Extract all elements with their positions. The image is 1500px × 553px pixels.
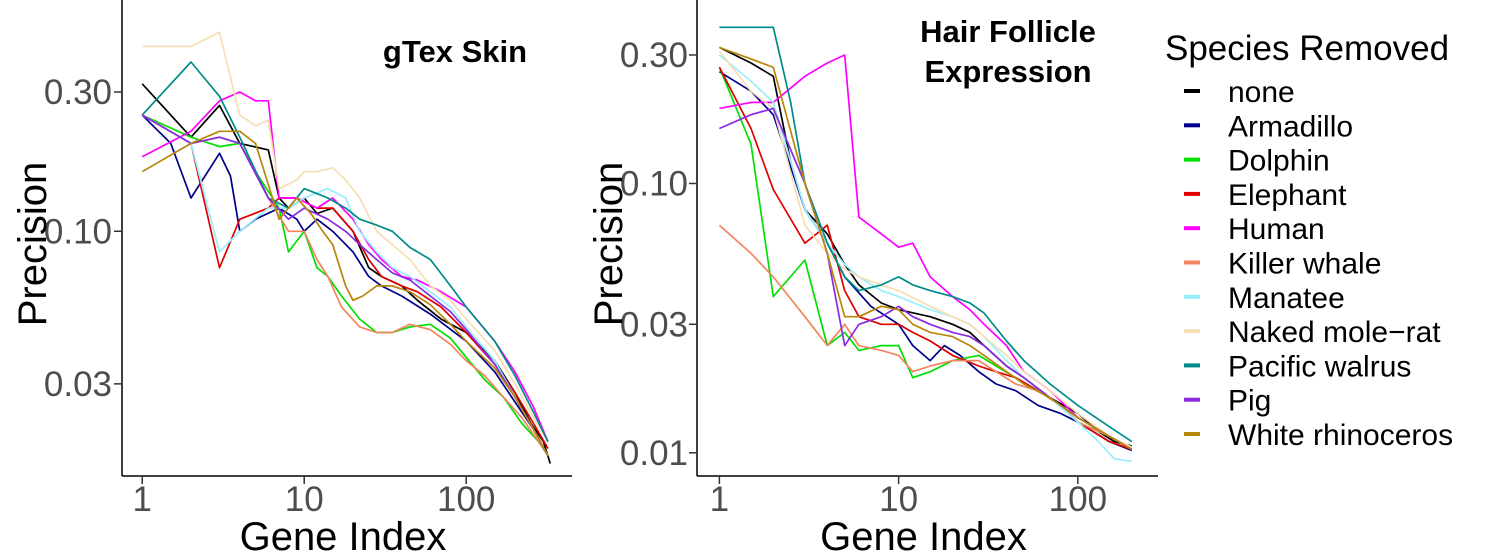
legend-title: Species Removed — [1165, 29, 1449, 68]
series-line-manatee — [718, 54, 1132, 463]
x-tick-label: 1 — [133, 480, 152, 519]
series-line-naked-mole-rat — [142, 31, 549, 443]
series-line-killer-whale — [718, 224, 1133, 448]
legend-label: Dolphin — [1228, 145, 1330, 178]
legend-item: none — [1184, 76, 1295, 109]
y-axis-title: Precision — [587, 162, 631, 327]
legend-item: Pig — [1184, 385, 1271, 418]
series-line-armadillo — [141, 114, 549, 457]
panel-title: gTex Skin — [383, 34, 527, 69]
legend-label: Naked mole−rat — [1228, 316, 1441, 349]
series-line-pacific-walrus — [141, 61, 549, 443]
legend-item: Human — [1184, 213, 1325, 246]
x-axis-title: Gene Index — [820, 515, 1027, 553]
y-tick-label: 0.03 — [44, 365, 112, 404]
chart-panel-1: 1 10 100 0.03 0.10 0.30 Gene Index Precision gTe… — [11, 0, 572, 553]
series-lines — [141, 31, 552, 464]
y-tick-label: 0.10 — [620, 164, 688, 203]
series-line-none — [719, 46, 1133, 447]
series-line-pig — [141, 114, 549, 457]
x-tick-label: 100 — [1049, 480, 1107, 519]
legend-item: Elephant — [1184, 179, 1347, 212]
legend-item: Manatee — [1184, 282, 1345, 315]
series-line-none — [141, 83, 552, 464]
y-tick-label: 0.10 — [44, 212, 112, 251]
y-tick-label: 0.01 — [620, 434, 688, 473]
series-line-pacific-walrus — [719, 26, 1133, 443]
legend-item: Killer whale — [1184, 248, 1381, 281]
legend-item: Armadillo — [1184, 110, 1353, 143]
panels: 1 10 100 0.03 0.10 0.30 Gene Index Precision gTe… — [11, 0, 1158, 553]
legend-item: White rhinoceros — [1184, 419, 1453, 452]
panel-title: Hair Follicle — [920, 14, 1096, 49]
legend-item: Pacific walrus — [1184, 350, 1411, 383]
series-line-pig — [719, 107, 1133, 451]
x-tick-label: 10 — [879, 480, 918, 519]
series-line-white-rhinoceros — [141, 130, 549, 457]
legend-label: White rhinoceros — [1228, 419, 1453, 452]
chart-panel-2: 1 10 100 0.01 0.03 0.10 0.30 Gene Index Precisio… — [587, 0, 1158, 553]
legend-label: Armadillo — [1228, 110, 1353, 143]
legend-label: Killer whale — [1228, 248, 1381, 281]
series-line-elephant — [718, 66, 1133, 451]
legend-label: Human — [1228, 213, 1325, 246]
series-line-manatee — [141, 114, 549, 457]
legend-label: Manatee — [1228, 282, 1345, 315]
legend: Species Removed noneArmadilloDolphinEleph… — [1165, 29, 1453, 452]
y-axis-title: Precision — [11, 162, 55, 327]
series-line-human — [141, 91, 549, 443]
x-axis-title: Gene Index — [240, 515, 447, 553]
legend-item: Naked mole−rat — [1184, 316, 1441, 349]
legend-label: Pacific walrus — [1228, 350, 1411, 383]
y-tick-label: 0.03 — [620, 305, 688, 344]
legend-label: none — [1228, 76, 1295, 109]
y-tick-label: 0.30 — [620, 36, 688, 75]
x-tick-label: 10 — [285, 480, 324, 519]
y-tick-label: 0.30 — [44, 73, 112, 112]
legend-label: Elephant — [1228, 179, 1347, 212]
series-line-naked-mole-rat — [718, 50, 1133, 448]
series-line-white-rhinoceros — [719, 46, 1133, 451]
legend-item: Dolphin — [1184, 145, 1330, 178]
x-tick-label: 100 — [437, 480, 495, 519]
panel-title: Expression — [924, 54, 1091, 89]
legend-label: Pig — [1228, 385, 1271, 418]
x-tick-label: 1 — [710, 480, 729, 519]
series-line-dolphin — [718, 66, 1133, 451]
series-lines — [718, 26, 1133, 463]
